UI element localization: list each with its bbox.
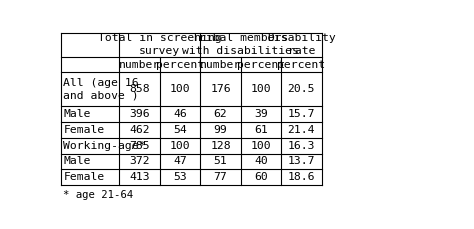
Text: 413: 413	[129, 172, 150, 182]
Text: Female: Female	[64, 172, 105, 182]
Text: 15.7: 15.7	[288, 109, 315, 119]
Text: 20.5: 20.5	[288, 84, 315, 94]
Text: 18.6: 18.6	[288, 172, 315, 182]
Text: 100: 100	[170, 84, 191, 94]
Text: 176: 176	[210, 84, 231, 94]
Text: 46: 46	[173, 109, 187, 119]
Text: 858: 858	[129, 84, 150, 94]
Text: number: number	[200, 60, 241, 70]
Text: All (age 16
and above ): All (age 16 and above )	[64, 78, 139, 100]
Text: 61: 61	[254, 125, 268, 135]
Text: 77: 77	[214, 172, 228, 182]
Text: Male: Male	[64, 109, 91, 119]
Text: Female: Female	[64, 125, 105, 135]
Text: 99: 99	[214, 125, 228, 135]
Text: * age 21-64: * age 21-64	[63, 190, 133, 200]
Text: 51: 51	[214, 156, 228, 166]
Text: Disability
rate: Disability rate	[267, 33, 336, 56]
Text: Tribal members
with disabilities: Tribal members with disabilities	[182, 33, 299, 56]
Text: percent: percent	[156, 60, 204, 70]
Text: 100: 100	[251, 84, 271, 94]
Text: 53: 53	[173, 172, 187, 182]
Text: 785: 785	[129, 141, 150, 151]
Text: 462: 462	[129, 125, 150, 135]
Text: Total in screening
survey: Total in screening survey	[98, 33, 221, 56]
Text: 40: 40	[254, 156, 268, 166]
Text: 13.7: 13.7	[288, 156, 315, 166]
Text: percent: percent	[277, 60, 325, 70]
Text: 396: 396	[129, 109, 150, 119]
Text: number: number	[119, 60, 160, 70]
Text: percent: percent	[237, 60, 285, 70]
Text: Working-age*: Working-age*	[64, 141, 146, 151]
Text: 100: 100	[251, 141, 271, 151]
Text: Male: Male	[64, 156, 91, 166]
Text: 372: 372	[129, 156, 150, 166]
Text: 47: 47	[173, 156, 187, 166]
Text: 39: 39	[254, 109, 268, 119]
Text: 54: 54	[173, 125, 187, 135]
Text: 60: 60	[254, 172, 268, 182]
Text: 62: 62	[214, 109, 228, 119]
Text: 16.3: 16.3	[288, 141, 315, 151]
Text: 128: 128	[210, 141, 231, 151]
Text: 100: 100	[170, 141, 191, 151]
Text: 21.4: 21.4	[288, 125, 315, 135]
